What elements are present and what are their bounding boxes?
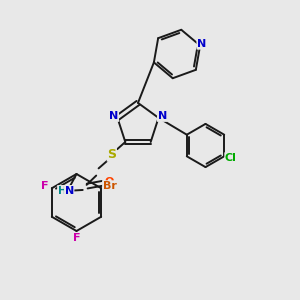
Text: Cl: Cl — [225, 153, 237, 163]
Text: F: F — [41, 181, 49, 191]
Text: H: H — [58, 186, 66, 196]
Text: N: N — [64, 186, 74, 196]
Text: N: N — [109, 111, 119, 121]
Text: F: F — [73, 232, 80, 243]
Text: N: N — [197, 39, 206, 49]
Text: N: N — [158, 111, 167, 121]
Text: Br: Br — [103, 181, 116, 191]
Text: S: S — [107, 148, 116, 161]
Text: O: O — [104, 177, 113, 187]
